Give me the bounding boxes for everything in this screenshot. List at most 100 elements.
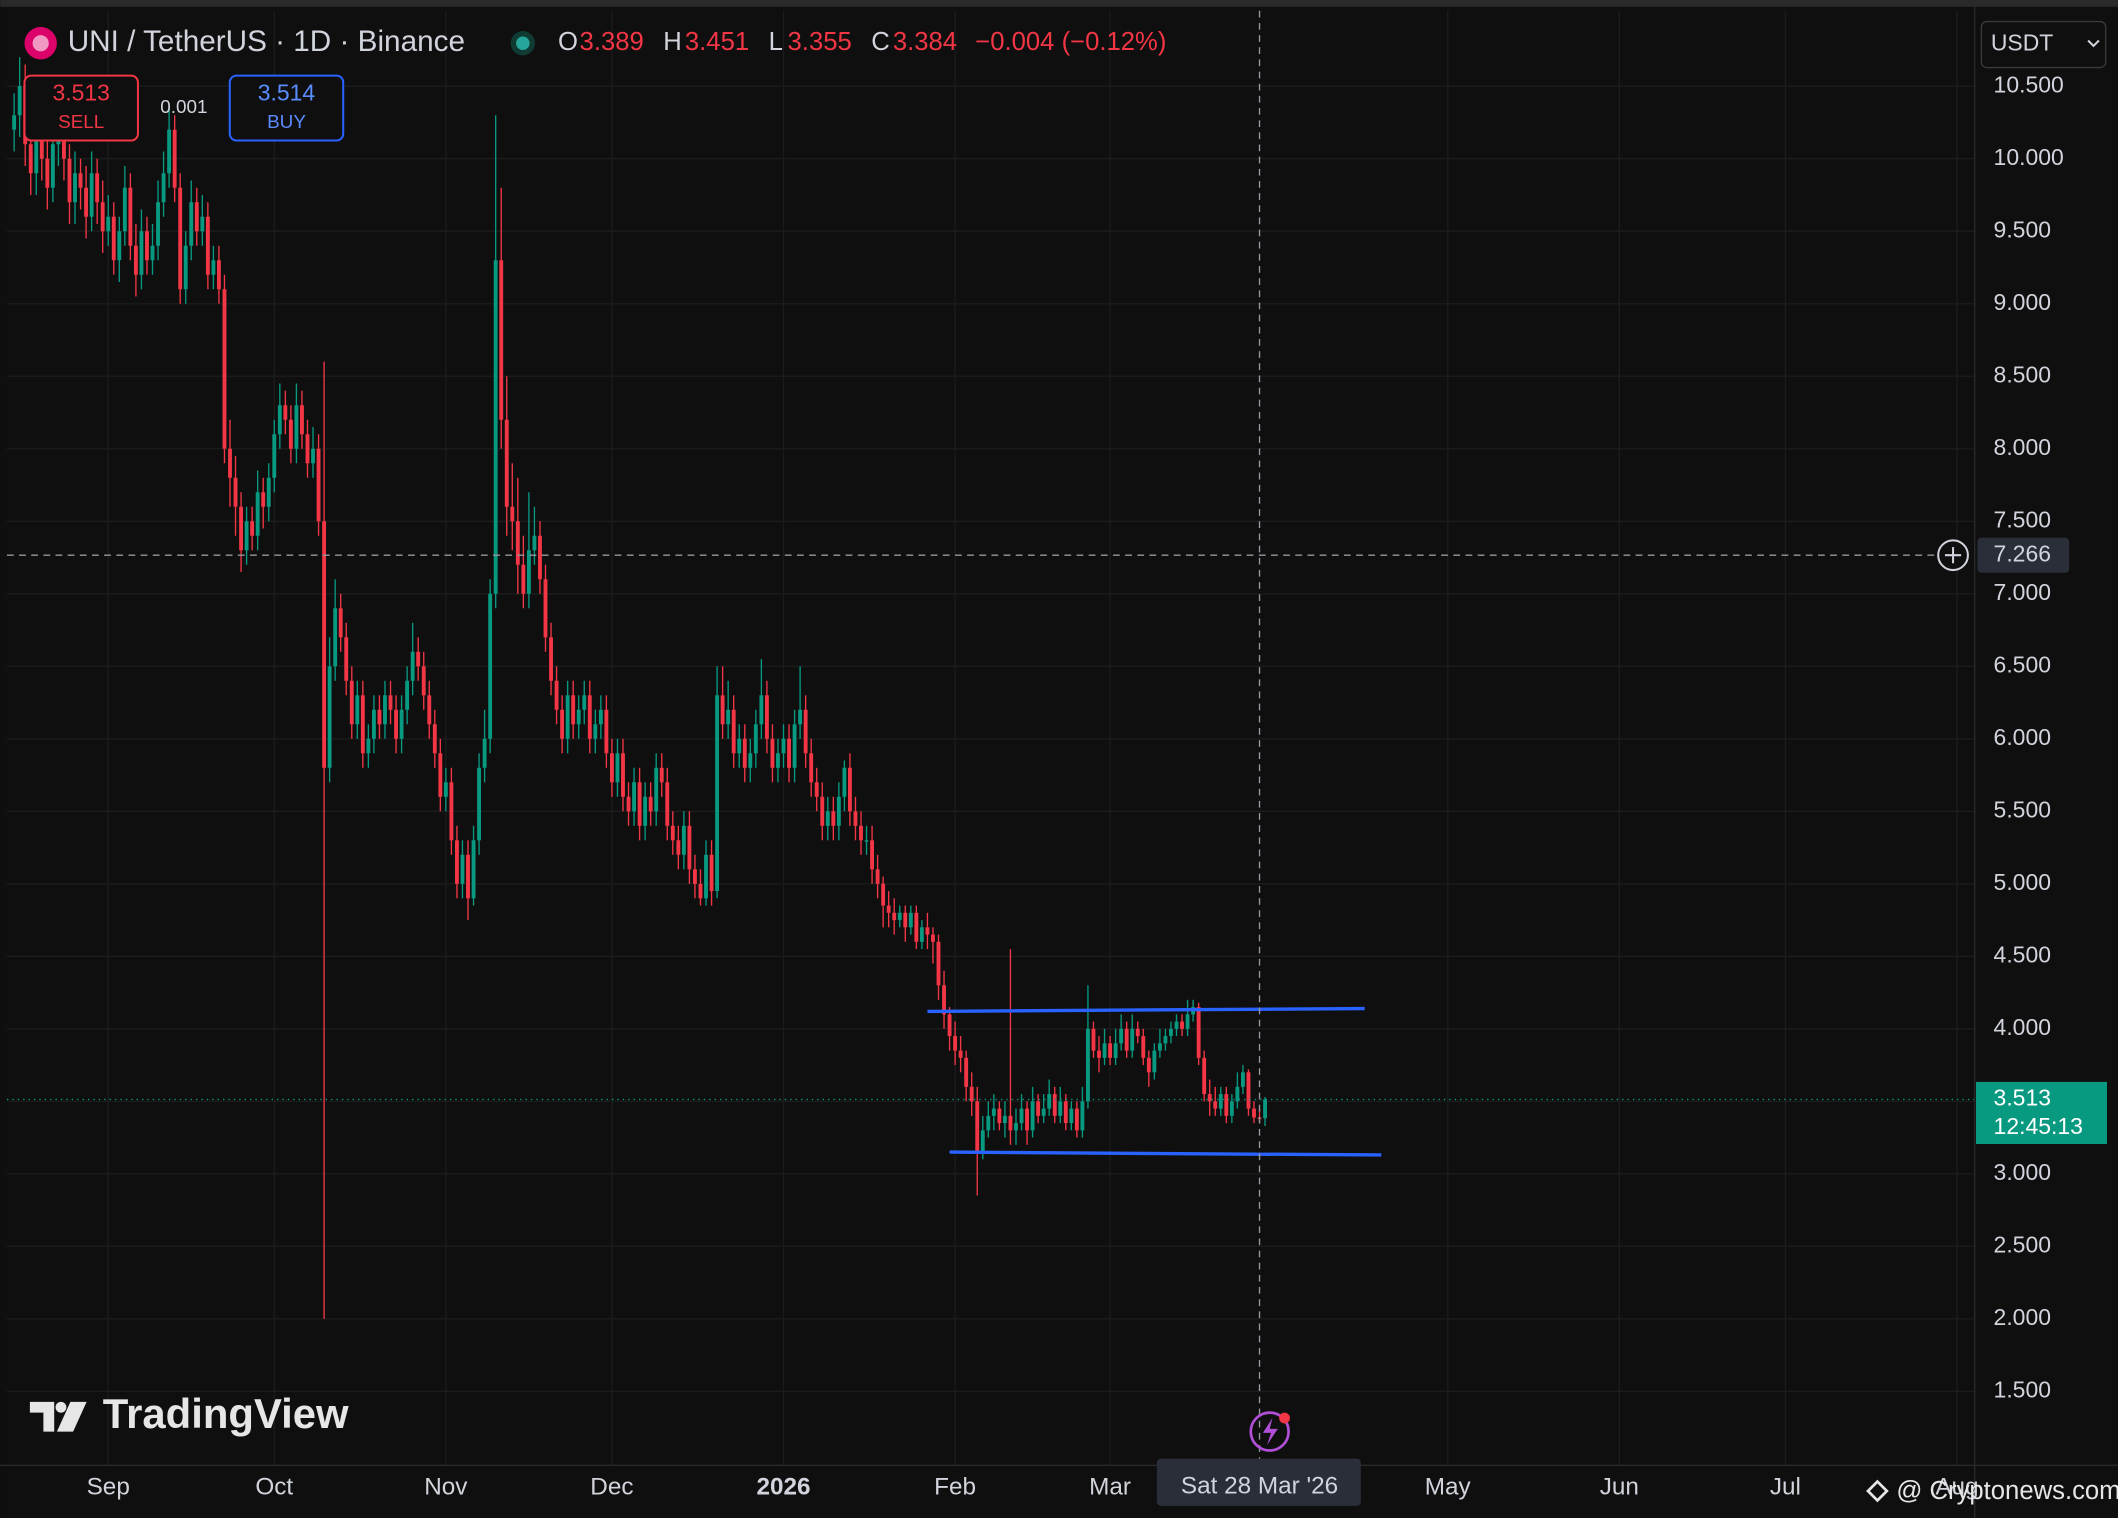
buy-price: 3.514 [258, 80, 316, 106]
candle-body [111, 216, 116, 261]
crosshair-date-label: Sat 28 Mar '26 [1181, 1472, 1338, 1499]
candle-body [50, 144, 55, 188]
candle-body [991, 1108, 996, 1116]
candle-body [128, 187, 133, 246]
candle-body [371, 709, 376, 739]
candle-body [17, 86, 22, 116]
candle-body [582, 695, 587, 710]
candle-body [438, 753, 443, 797]
ohlc-letter: L [769, 28, 783, 56]
crosshair-price-box [1977, 537, 2070, 573]
symbol-title[interactable]: UNI / TetherUS · 1D · Binance [68, 25, 465, 58]
candle-body [632, 782, 636, 812]
ohlc-low: 3.355 [788, 28, 852, 56]
candle-body [233, 477, 238, 507]
candle-body [1058, 1101, 1063, 1116]
candle-body [1263, 1099, 1267, 1119]
sell-button[interactable] [23, 74, 139, 142]
candle-body [388, 695, 393, 710]
candle-body [421, 666, 426, 696]
y-tick-label: 2.500 [1994, 1231, 2051, 1257]
candle-body [261, 492, 266, 507]
candle-body [183, 245, 188, 290]
y-tick-label: 7.500 [1994, 506, 2051, 532]
candle-body [787, 738, 791, 768]
events-badge [1279, 1412, 1290, 1424]
candle-body [565, 695, 570, 739]
candle-body [560, 709, 565, 739]
candle-body [554, 680, 559, 710]
candle-body [886, 905, 891, 913]
candle-body [875, 869, 880, 884]
y-tick-label: 3.000 [1994, 1159, 2051, 1185]
candle-body [305, 434, 310, 464]
candle-body [145, 231, 149, 261]
candle-body [643, 796, 648, 826]
x-tick-label: Oct [255, 1474, 293, 1501]
candle-body [720, 695, 725, 725]
candle-body [831, 811, 836, 826]
candle-body [1252, 1108, 1256, 1118]
candle-body [349, 680, 354, 725]
candle-body [776, 753, 780, 768]
candle-body [1152, 1050, 1157, 1073]
candle-body [742, 738, 747, 768]
candle-body [316, 448, 321, 522]
candle-body [405, 680, 410, 710]
candle-body [538, 535, 542, 580]
candle-body [89, 173, 94, 217]
x-tick-label: Feb [934, 1474, 976, 1501]
candle-body [1080, 1101, 1085, 1131]
candle-body [394, 709, 398, 739]
events-icon[interactable] [1249, 1411, 1290, 1452]
candle-body [665, 782, 670, 826]
candle-body [521, 564, 526, 594]
y-tick-label: 9.000 [1994, 289, 2051, 315]
logo-mark [29, 1401, 87, 1432]
candle-body [133, 245, 138, 275]
candle-body [499, 260, 504, 420]
y-tick-label: 6.000 [1994, 724, 2051, 750]
watermark-icon [1866, 1479, 1889, 1503]
candle-body [1119, 1028, 1124, 1044]
candle-body [1008, 1115, 1013, 1131]
candle-body [471, 840, 476, 899]
top-border [0, 0, 2118, 7]
candle-body [322, 521, 327, 768]
candle-body [488, 593, 493, 739]
candle-body [510, 506, 515, 522]
last-price-box [1976, 1081, 2108, 1145]
candle-body [543, 579, 548, 638]
candle-body [609, 753, 614, 783]
candle-body [571, 695, 576, 725]
candle-body [593, 724, 598, 739]
logo-dot [55, 1401, 67, 1413]
candle-body [604, 709, 609, 754]
candle-body [908, 912, 913, 928]
currency-select[interactable] [1980, 20, 2107, 69]
candle-body [45, 158, 50, 188]
trend-line [927, 1006, 1365, 1014]
candle-body [482, 738, 487, 768]
candle-body [892, 912, 897, 921]
candle-body [1213, 1101, 1218, 1109]
ohlc-letter: C [871, 28, 890, 56]
chevron [2087, 39, 2100, 48]
candle-body [897, 912, 902, 921]
candle-body [598, 709, 603, 725]
candle-body [288, 419, 293, 449]
candle-body [194, 202, 199, 232]
candle-body [1025, 1108, 1029, 1131]
buy-button[interactable] [228, 74, 345, 142]
candle-body [936, 941, 941, 986]
candle-body [576, 709, 581, 725]
candle-body [737, 738, 742, 754]
currency-label: USDT [1991, 30, 2053, 56]
candle-body [853, 811, 858, 826]
candle-body [228, 448, 232, 478]
ohlc-letter: O [558, 28, 578, 56]
candle-body [770, 738, 775, 768]
candle-body [532, 535, 537, 551]
candle-body [1224, 1094, 1229, 1116]
